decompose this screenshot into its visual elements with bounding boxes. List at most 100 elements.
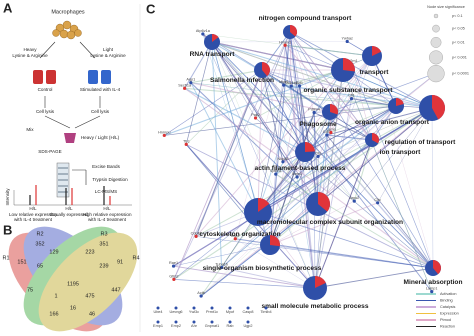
gene-label: Ap2m1 [346, 59, 358, 63]
edge [184, 87, 397, 107]
region-count: 1195 [67, 281, 79, 287]
edge [431, 107, 434, 269]
gene-label: Bms1 [292, 172, 302, 176]
region-count: 475 [85, 293, 94, 299]
edge [329, 72, 437, 113]
edge [371, 55, 434, 269]
region-count: 91 [117, 259, 123, 265]
edge [261, 69, 306, 153]
gene-label: Atp6v1a [196, 29, 211, 33]
region-count: 447 [111, 287, 120, 293]
edge [211, 41, 256, 119]
term-node-fraction [372, 46, 382, 56]
gene-label: Emp1 [153, 324, 163, 328]
gene-node [233, 237, 237, 241]
region-count: 151 [17, 259, 26, 265]
gene-label: Emp2 [171, 324, 181, 328]
term-node-fraction [432, 95, 446, 120]
label: Intensity [5, 188, 10, 206]
term-label: Phagosome [299, 121, 337, 128]
edge [283, 84, 433, 109]
gene-node [219, 265, 224, 270]
gene-node [325, 133, 329, 137]
region-count: 166 [49, 311, 58, 317]
gene-label: Pak2 [251, 113, 260, 117]
gene-node [281, 160, 285, 164]
term-node-fraction [315, 276, 326, 288]
label: Heavy [23, 47, 37, 52]
label: H/L [65, 206, 73, 211]
edge [261, 69, 434, 269]
gene-node [329, 130, 333, 135]
edge [221, 139, 373, 268]
label: High relative expression [82, 212, 131, 217]
edge [190, 82, 397, 107]
edge [261, 69, 373, 141]
gene-node [349, 97, 354, 101]
gene-node [192, 306, 196, 310]
gene-label: Ywhaz [342, 36, 353, 40]
edge [269, 202, 378, 246]
edge [185, 41, 213, 145]
edge [269, 244, 434, 269]
term-label: actin filament-based process [255, 165, 346, 172]
term-node-fraction [372, 132, 380, 144]
edge [269, 45, 286, 246]
legend-label: Expression [440, 312, 459, 316]
term-node-fraction [318, 192, 331, 212]
term-label: organic anion transport [355, 119, 430, 126]
gene-label: Uevng6 [169, 310, 182, 314]
term-label: ion transport [380, 149, 421, 156]
gene-label: Myh9 [279, 80, 288, 84]
edge [211, 41, 316, 289]
term-node-fraction [343, 58, 355, 72]
gene-label: Prmt1c [206, 310, 218, 314]
label: Light [103, 47, 114, 52]
label: Trypsin Digestion [92, 177, 128, 182]
edge [269, 200, 355, 246]
edge [164, 69, 263, 136]
term-label: single-organism biosynthetic process [203, 265, 322, 272]
size-legend-symbol [432, 24, 440, 33]
edge [164, 69, 344, 136]
legend-title: Node size significance [427, 5, 465, 9]
gene-label: Cfl1 [348, 94, 355, 98]
label: Heavy / Light (H/L) [81, 135, 120, 140]
gene-node [162, 133, 166, 138]
edge [173, 278, 316, 289]
panel-a-art [13, 20, 132, 206]
gene-node [297, 84, 302, 88]
gene-node [246, 320, 250, 324]
edge [257, 105, 397, 213]
region-count: 351 [99, 241, 108, 247]
edge [317, 55, 373, 205]
gene-node [228, 320, 232, 324]
edge [326, 107, 433, 136]
term-node-fraction [433, 260, 441, 275]
gene-node [156, 320, 160, 324]
term-label: regulation of transport [385, 139, 457, 146]
gene-label: Ahr [191, 324, 198, 328]
edge [200, 139, 373, 297]
venn [8, 226, 138, 332]
legend-label: Reaction [440, 325, 455, 329]
gene-label: Rae1 [169, 261, 178, 265]
gene-label: Slc11a1 [284, 81, 297, 85]
edge [184, 41, 213, 89]
edge [211, 41, 298, 178]
region-count: 75 [27, 287, 33, 293]
edge [211, 41, 319, 205]
term-label: macromolecular complex subunit organizat… [257, 219, 403, 226]
edge [257, 85, 284, 213]
gene-label: Sptbn1 [270, 169, 282, 173]
edge [211, 41, 397, 107]
edge [317, 105, 397, 205]
label: LC-MS/MS [95, 189, 117, 194]
edge [190, 82, 319, 205]
term-node-fraction [396, 98, 404, 106]
term-label: nitrogen compound transport [259, 15, 352, 22]
gene-node [283, 43, 287, 47]
legend-label: Activation [440, 292, 456, 296]
region-count: 46 [89, 311, 95, 317]
